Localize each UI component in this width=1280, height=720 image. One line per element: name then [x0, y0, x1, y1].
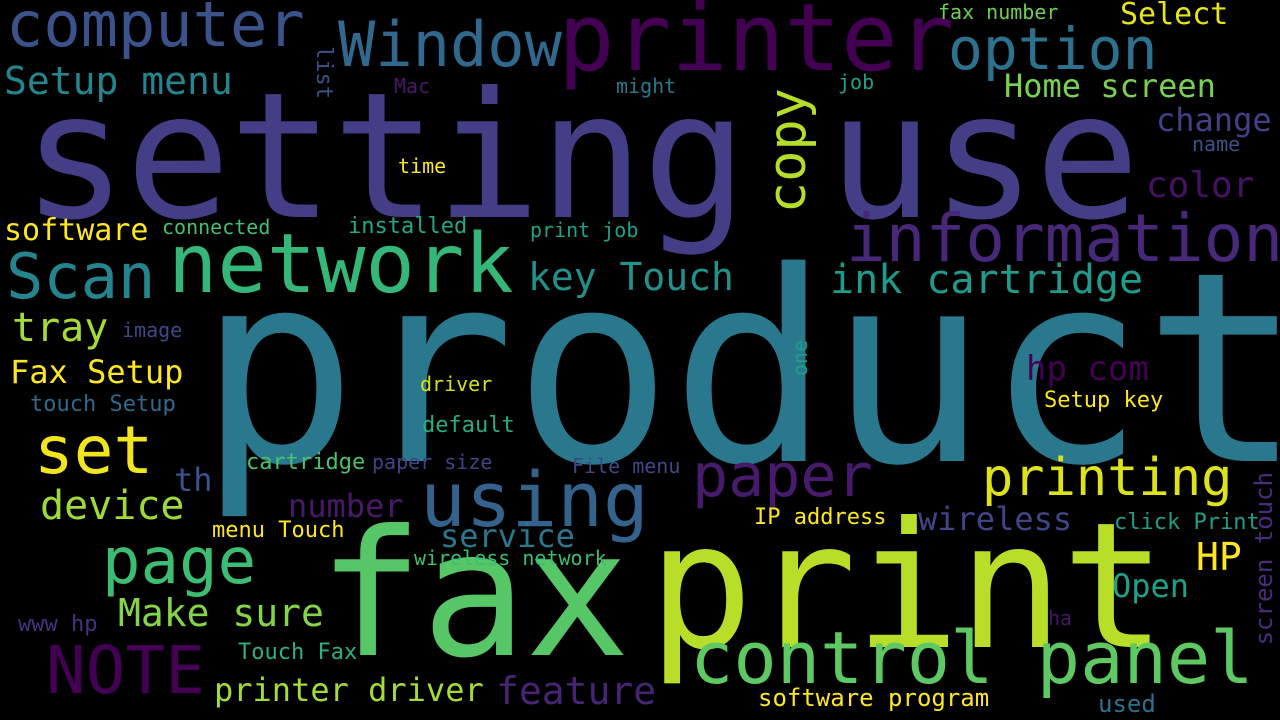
- word-menu-touch: menu Touch: [212, 518, 345, 543]
- word-hp-com: hp com: [1026, 349, 1149, 389]
- word-used: used: [1098, 690, 1156, 718]
- word-control-panel: control panel: [690, 616, 1254, 700]
- word-window: Window: [338, 8, 562, 81]
- word-printing: printing: [982, 448, 1233, 508]
- word-feature: feature: [496, 669, 657, 713]
- word-print-job: print job: [530, 218, 639, 242]
- word-change: change: [1156, 101, 1272, 139]
- word-setup-key: Setup key: [1044, 388, 1164, 413]
- word-time: time: [398, 154, 447, 178]
- word-note: NOTE: [46, 632, 205, 709]
- word-image: image: [122, 318, 183, 342]
- word-setting: setting: [22, 56, 748, 259]
- word-printer: printer: [558, 0, 955, 93]
- word-ip-address: IP address: [754, 505, 887, 530]
- word-paper: paper: [692, 441, 873, 511]
- word-default: default: [422, 413, 515, 438]
- word-touch-setup: touch Setup: [30, 392, 176, 417]
- word-software-program: software program: [758, 684, 990, 712]
- word-option: option: [948, 15, 1158, 83]
- word-software: software: [4, 213, 149, 248]
- word-mac: Mac: [394, 74, 431, 98]
- word-use: use: [828, 56, 1140, 259]
- word-job: job: [838, 70, 875, 94]
- word-number: number: [288, 487, 404, 525]
- word-device: device: [40, 483, 185, 529]
- word-fax-number: fax number: [938, 0, 1059, 24]
- word-paper-size: paper size: [372, 450, 493, 474]
- word-set: set: [34, 412, 154, 489]
- word-file-menu: File menu: [572, 454, 681, 478]
- word-cartridge: cartridge: [246, 450, 366, 475]
- word-connected: connected: [162, 215, 271, 239]
- word-page: page: [102, 525, 257, 599]
- word-click-print: click Print: [1114, 510, 1260, 535]
- word-name: name: [1192, 132, 1241, 156]
- word-setup-menu: Setup menu: [4, 59, 233, 103]
- word-home-screen: Home screen: [1004, 67, 1216, 105]
- word-printer-driver: printer driver: [214, 671, 484, 709]
- word-fax-setup: Fax Setup: [10, 353, 184, 391]
- word-select: Select: [1120, 0, 1229, 32]
- word-hp: HP: [1196, 535, 1242, 579]
- word-network: network: [168, 217, 514, 312]
- word-ink-cartridge: ink cartridge: [830, 257, 1144, 303]
- word-computer: computer: [6, 0, 305, 61]
- word-color: color: [1146, 165, 1255, 206]
- word-ha: ha: [1048, 606, 1073, 630]
- word-print: print: [648, 486, 1167, 689]
- word-touch-fax: Touch Fax: [238, 640, 358, 665]
- word-copy: copy: [758, 88, 818, 214]
- word-th: th: [174, 461, 213, 499]
- word-screen-touch: screen touch: [1250, 472, 1278, 646]
- word-using: using: [420, 455, 649, 544]
- word-one: one: [788, 340, 812, 377]
- word-www-hp: www hp: [18, 612, 98, 637]
- word-make-sure: Make sure: [118, 591, 324, 635]
- word-key-touch: key Touch: [528, 255, 734, 299]
- word-tray: tray: [12, 305, 109, 351]
- word-installed: installed: [348, 214, 468, 239]
- word-driver: driver: [420, 372, 493, 396]
- word-wireless: wireless: [918, 500, 1073, 538]
- word-wireless-network: wireless network: [414, 546, 607, 570]
- word-list: list: [311, 46, 336, 99]
- word-information: information: [846, 200, 1280, 277]
- word-open: Open: [1112, 567, 1190, 605]
- word-might: might: [616, 74, 677, 98]
- word-scan: Scan: [6, 240, 156, 313]
- word-service: service: [440, 517, 575, 555]
- word-product: product: [198, 216, 1280, 524]
- word-fax: fax: [318, 494, 630, 697]
